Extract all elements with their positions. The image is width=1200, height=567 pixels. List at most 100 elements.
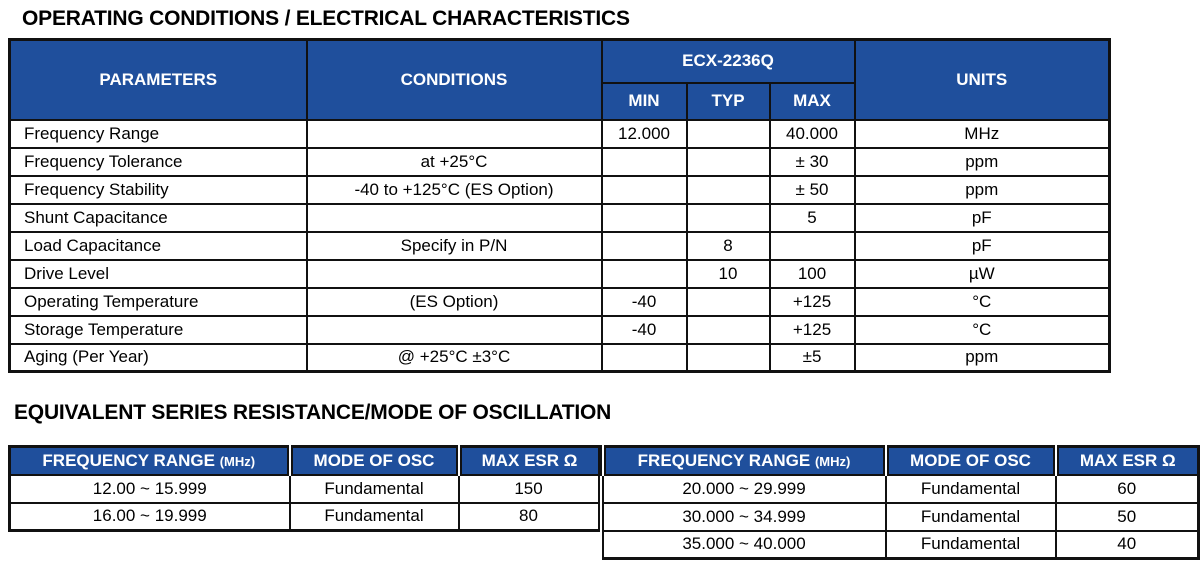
table-row: 20.000 ~ 29.999 Fundamental 60 bbox=[601, 473, 1200, 504]
conditions-header: CONDITIONS bbox=[305, 38, 603, 121]
esr-table-left: FREQUENCY RANGE (MHz) MODE OF OSC MAX ES… bbox=[8, 445, 600, 532]
table-row: Operating Temperature (ES Option) -40 +1… bbox=[8, 286, 1111, 317]
freq-range-unit: (MHz) bbox=[814, 453, 851, 469]
units-cell: MHz bbox=[853, 118, 1111, 149]
cond-cell: Specify in P/N bbox=[305, 230, 603, 261]
max-cell bbox=[768, 230, 856, 261]
freq-range-unit: (MHz) bbox=[219, 453, 256, 469]
units-cell: °C bbox=[853, 314, 1111, 345]
table-row: Storage Temperature -40 +125 °C bbox=[8, 314, 1111, 345]
freq-cell: 12.00 ~ 15.999 bbox=[8, 473, 291, 504]
table-row: Frequency Tolerance at +25°C ± 30 ppm bbox=[8, 146, 1111, 177]
table-header-row-1: PARAMETERS CONDITIONS ECX-2236Q UNITS bbox=[8, 38, 1111, 121]
mode-cell: Fundamental bbox=[288, 501, 460, 532]
param-cell: Frequency Tolerance bbox=[8, 146, 308, 177]
param-cell: Storage Temperature bbox=[8, 314, 308, 345]
table-row: Aging (Per Year) @ +25°C ±3°C ±5 ppm bbox=[8, 342, 1111, 373]
operating-conditions-title: OPERATING CONDITIONS / ELECTRICAL CHARAC… bbox=[22, 7, 630, 30]
units-cell: °C bbox=[853, 286, 1111, 317]
max-cell: ± 30 bbox=[768, 146, 856, 177]
typ-cell bbox=[685, 146, 771, 177]
min-cell bbox=[600, 146, 688, 177]
freq-cell: 35.000 ~ 40.000 bbox=[601, 529, 887, 560]
max-esr-header: MAX ESR Ω bbox=[455, 445, 600, 476]
esr-cell: 150 bbox=[457, 473, 600, 504]
cond-cell: at +25°C bbox=[305, 146, 603, 177]
units-header: UNITS bbox=[853, 38, 1111, 121]
max-cell: +125 bbox=[768, 286, 856, 317]
units-cell: ppm bbox=[853, 146, 1111, 177]
min-cell bbox=[600, 230, 688, 261]
table-header-row-2: MIN TYP MAX bbox=[10, 81, 1110, 121]
max-cell: ± 50 bbox=[768, 174, 856, 205]
cond-cell bbox=[305, 118, 603, 149]
typ-cell bbox=[685, 314, 771, 345]
freq-range-label: FREQUENCY RANGE bbox=[637, 450, 811, 470]
table-row: 12.00 ~ 15.999 Fundamental 150 bbox=[8, 473, 600, 504]
table-row: Shunt Capacitance 5 pF bbox=[8, 202, 1111, 233]
units-cell: ppm bbox=[853, 174, 1111, 205]
units-cell: pF bbox=[853, 202, 1111, 233]
max-cell: +125 bbox=[768, 314, 856, 345]
mode-of-osc-header: MODE OF OSC bbox=[882, 445, 1057, 476]
units-cell: pF bbox=[853, 230, 1111, 261]
esr-cell: 60 bbox=[1054, 473, 1200, 504]
max-esr-header: MAX ESR Ω bbox=[1052, 445, 1200, 476]
max-cell: 5 bbox=[768, 202, 856, 233]
table-row: Frequency Range 12.000 40.000 MHz bbox=[8, 118, 1111, 149]
max-header: MAX bbox=[768, 81, 856, 121]
mode-cell: Fundamental bbox=[288, 473, 460, 504]
min-cell bbox=[600, 342, 688, 373]
min-cell bbox=[600, 174, 688, 205]
param-cell: Shunt Capacitance bbox=[8, 202, 308, 233]
min-header: MIN bbox=[600, 81, 688, 121]
param-cell: Frequency Stability bbox=[8, 174, 308, 205]
mode-cell: Fundamental bbox=[884, 473, 1057, 504]
freq-range-label: FREQUENCY RANGE bbox=[42, 450, 215, 470]
esr-mode-title: EQUIVALENT SERIES RESISTANCE/MODE OF OSC… bbox=[14, 401, 612, 424]
units-cell: µW bbox=[853, 258, 1111, 289]
parameters-header: PARAMETERS bbox=[8, 38, 308, 121]
cond-cell: (ES Option) bbox=[305, 286, 603, 317]
table-row: Frequency Stability -40 to +125°C (ES Op… bbox=[8, 174, 1111, 205]
esr-tables-container: FREQUENCY RANGE (MHz) MODE OF OSC MAX ES… bbox=[8, 445, 1200, 560]
typ-cell bbox=[685, 202, 771, 233]
table-row: 35.000 ~ 40.000 Fundamental 40 bbox=[601, 529, 1200, 560]
min-cell: 12.000 bbox=[600, 118, 688, 149]
typ-cell bbox=[685, 174, 771, 205]
typ-cell: 10 bbox=[685, 258, 771, 289]
table-row: Load Capacitance Specify in P/N 8 pF bbox=[8, 230, 1111, 261]
mode-cell: Fundamental bbox=[884, 501, 1057, 532]
min-cell bbox=[600, 202, 688, 233]
param-cell: Aging (Per Year) bbox=[8, 342, 308, 373]
param-cell: Frequency Range bbox=[8, 118, 308, 149]
electrical-characteristics-table: PARAMETERS CONDITIONS ECX-2236Q UNITS MI… bbox=[8, 38, 1112, 373]
min-cell: -40 bbox=[600, 314, 688, 345]
param-cell: Drive Level bbox=[8, 258, 308, 289]
typ-cell bbox=[685, 342, 771, 373]
table-row: 16.00 ~ 19.999 Fundamental 80 bbox=[8, 501, 600, 532]
typ-cell bbox=[685, 118, 771, 149]
esr-cell: 50 bbox=[1054, 501, 1200, 532]
param-cell: Operating Temperature bbox=[8, 286, 308, 317]
cond-cell bbox=[305, 258, 603, 289]
min-cell: -40 bbox=[600, 286, 688, 317]
esr-header-row: FREQUENCY RANGE (MHz) MODE OF OSC MAX ES… bbox=[8, 445, 600, 476]
esr-cell: 80 bbox=[457, 501, 600, 532]
esr-cell: 40 bbox=[1054, 529, 1200, 560]
param-cell: Load Capacitance bbox=[8, 230, 308, 261]
typ-header: TYP bbox=[685, 81, 771, 121]
cond-cell: @ +25°C ±3°C bbox=[305, 342, 603, 373]
esr-table-right: FREQUENCY RANGE (MHz) MODE OF OSC MAX ES… bbox=[599, 445, 1200, 560]
freq-range-header: FREQUENCY RANGE (MHz) bbox=[599, 445, 887, 476]
table-row: 30.000 ~ 34.999 Fundamental 50 bbox=[601, 501, 1200, 532]
part-number-header: ECX-2236Q bbox=[600, 38, 856, 84]
cond-cell bbox=[305, 314, 603, 345]
cond-cell bbox=[305, 202, 603, 233]
max-cell: ±5 bbox=[768, 342, 856, 373]
units-cell: ppm bbox=[853, 342, 1111, 373]
min-cell bbox=[600, 258, 688, 289]
typ-cell bbox=[685, 286, 771, 317]
typ-cell: 8 bbox=[685, 230, 771, 261]
freq-cell: 30.000 ~ 34.999 bbox=[601, 501, 887, 532]
